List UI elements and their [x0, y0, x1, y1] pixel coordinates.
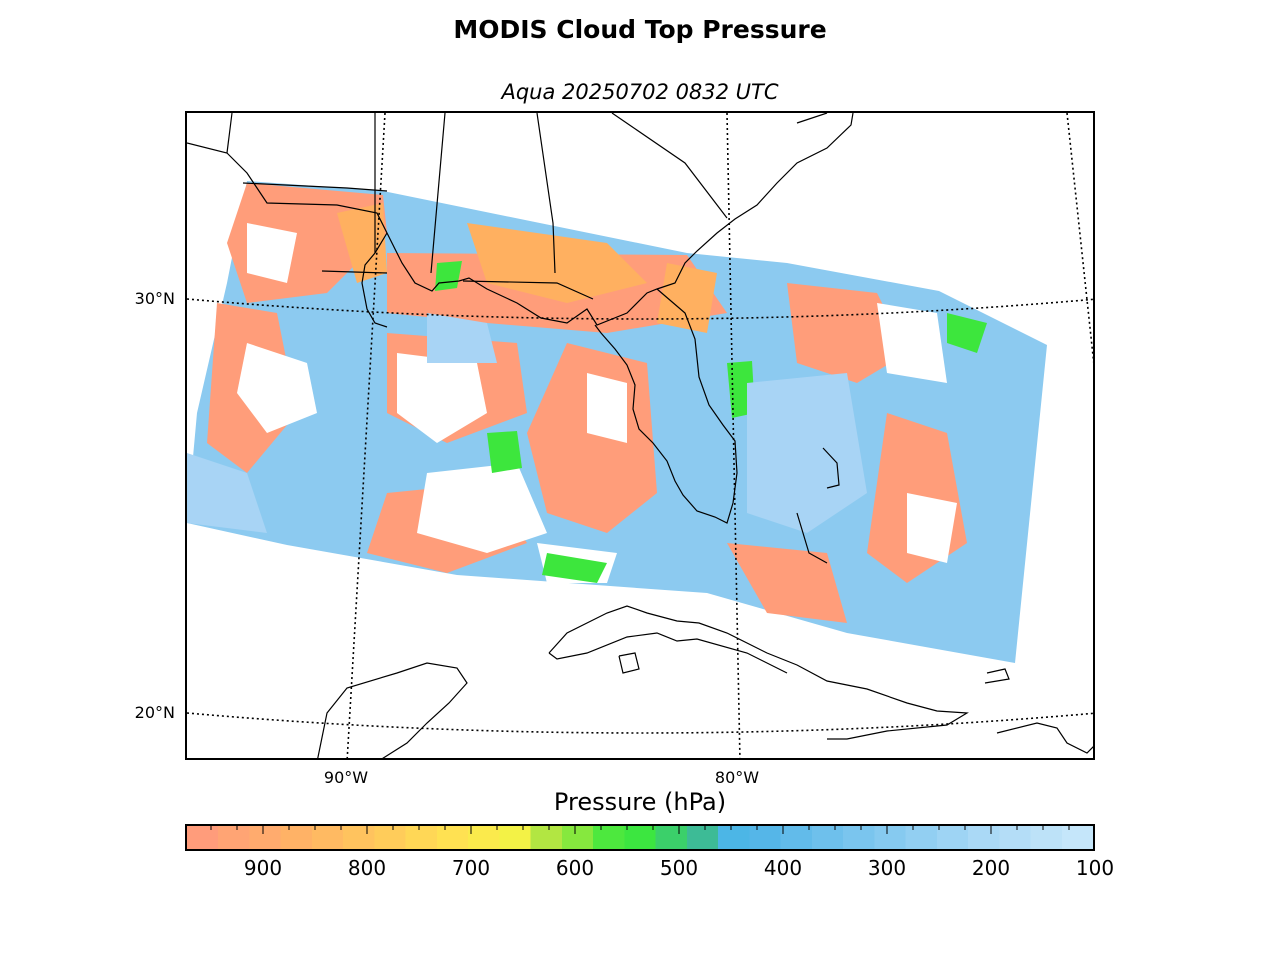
colorbar-title: Pressure (hPa) — [553, 788, 727, 816]
graticule — [187, 113, 1093, 758]
map-subtitle: Aqua 20250702 0832 UTC — [501, 80, 779, 104]
colorbar-tick-label: 300 — [867, 856, 907, 880]
latitude-label-20n: 20°N — [134, 703, 175, 722]
latitude-label-30n: 30°N — [134, 289, 175, 308]
mid-high-cloud-region — [435, 261, 987, 583]
colorbar-tick-marks — [210, 824, 1095, 834]
figure-title: MODIS Cloud Top Pressure — [453, 15, 827, 44]
coastlines — [187, 113, 1093, 758]
colorbar-tick-label: 100 — [1075, 856, 1115, 880]
longitude-label-90w: 90°W — [323, 768, 369, 787]
high-cloud-region — [187, 313, 867, 533]
colorbar-tick-label: 400 — [763, 856, 803, 880]
colorbar-tick-label: 500 — [659, 856, 699, 880]
longitude-label-80w: 80°W — [714, 768, 760, 787]
cloud-pressure-map — [187, 113, 1093, 758]
colorbar-tick-label: 800 — [347, 856, 387, 880]
colorbar-tick-label: 900 — [243, 856, 283, 880]
colorbar-tick-label: 600 — [555, 856, 595, 880]
map-panel[interactable] — [185, 111, 1095, 760]
colorbar — [185, 824, 1095, 851]
colorbar-tick-label: 700 — [451, 856, 491, 880]
clear-sky-region — [237, 223, 957, 583]
colorbar-tick-label: 200 — [971, 856, 1011, 880]
